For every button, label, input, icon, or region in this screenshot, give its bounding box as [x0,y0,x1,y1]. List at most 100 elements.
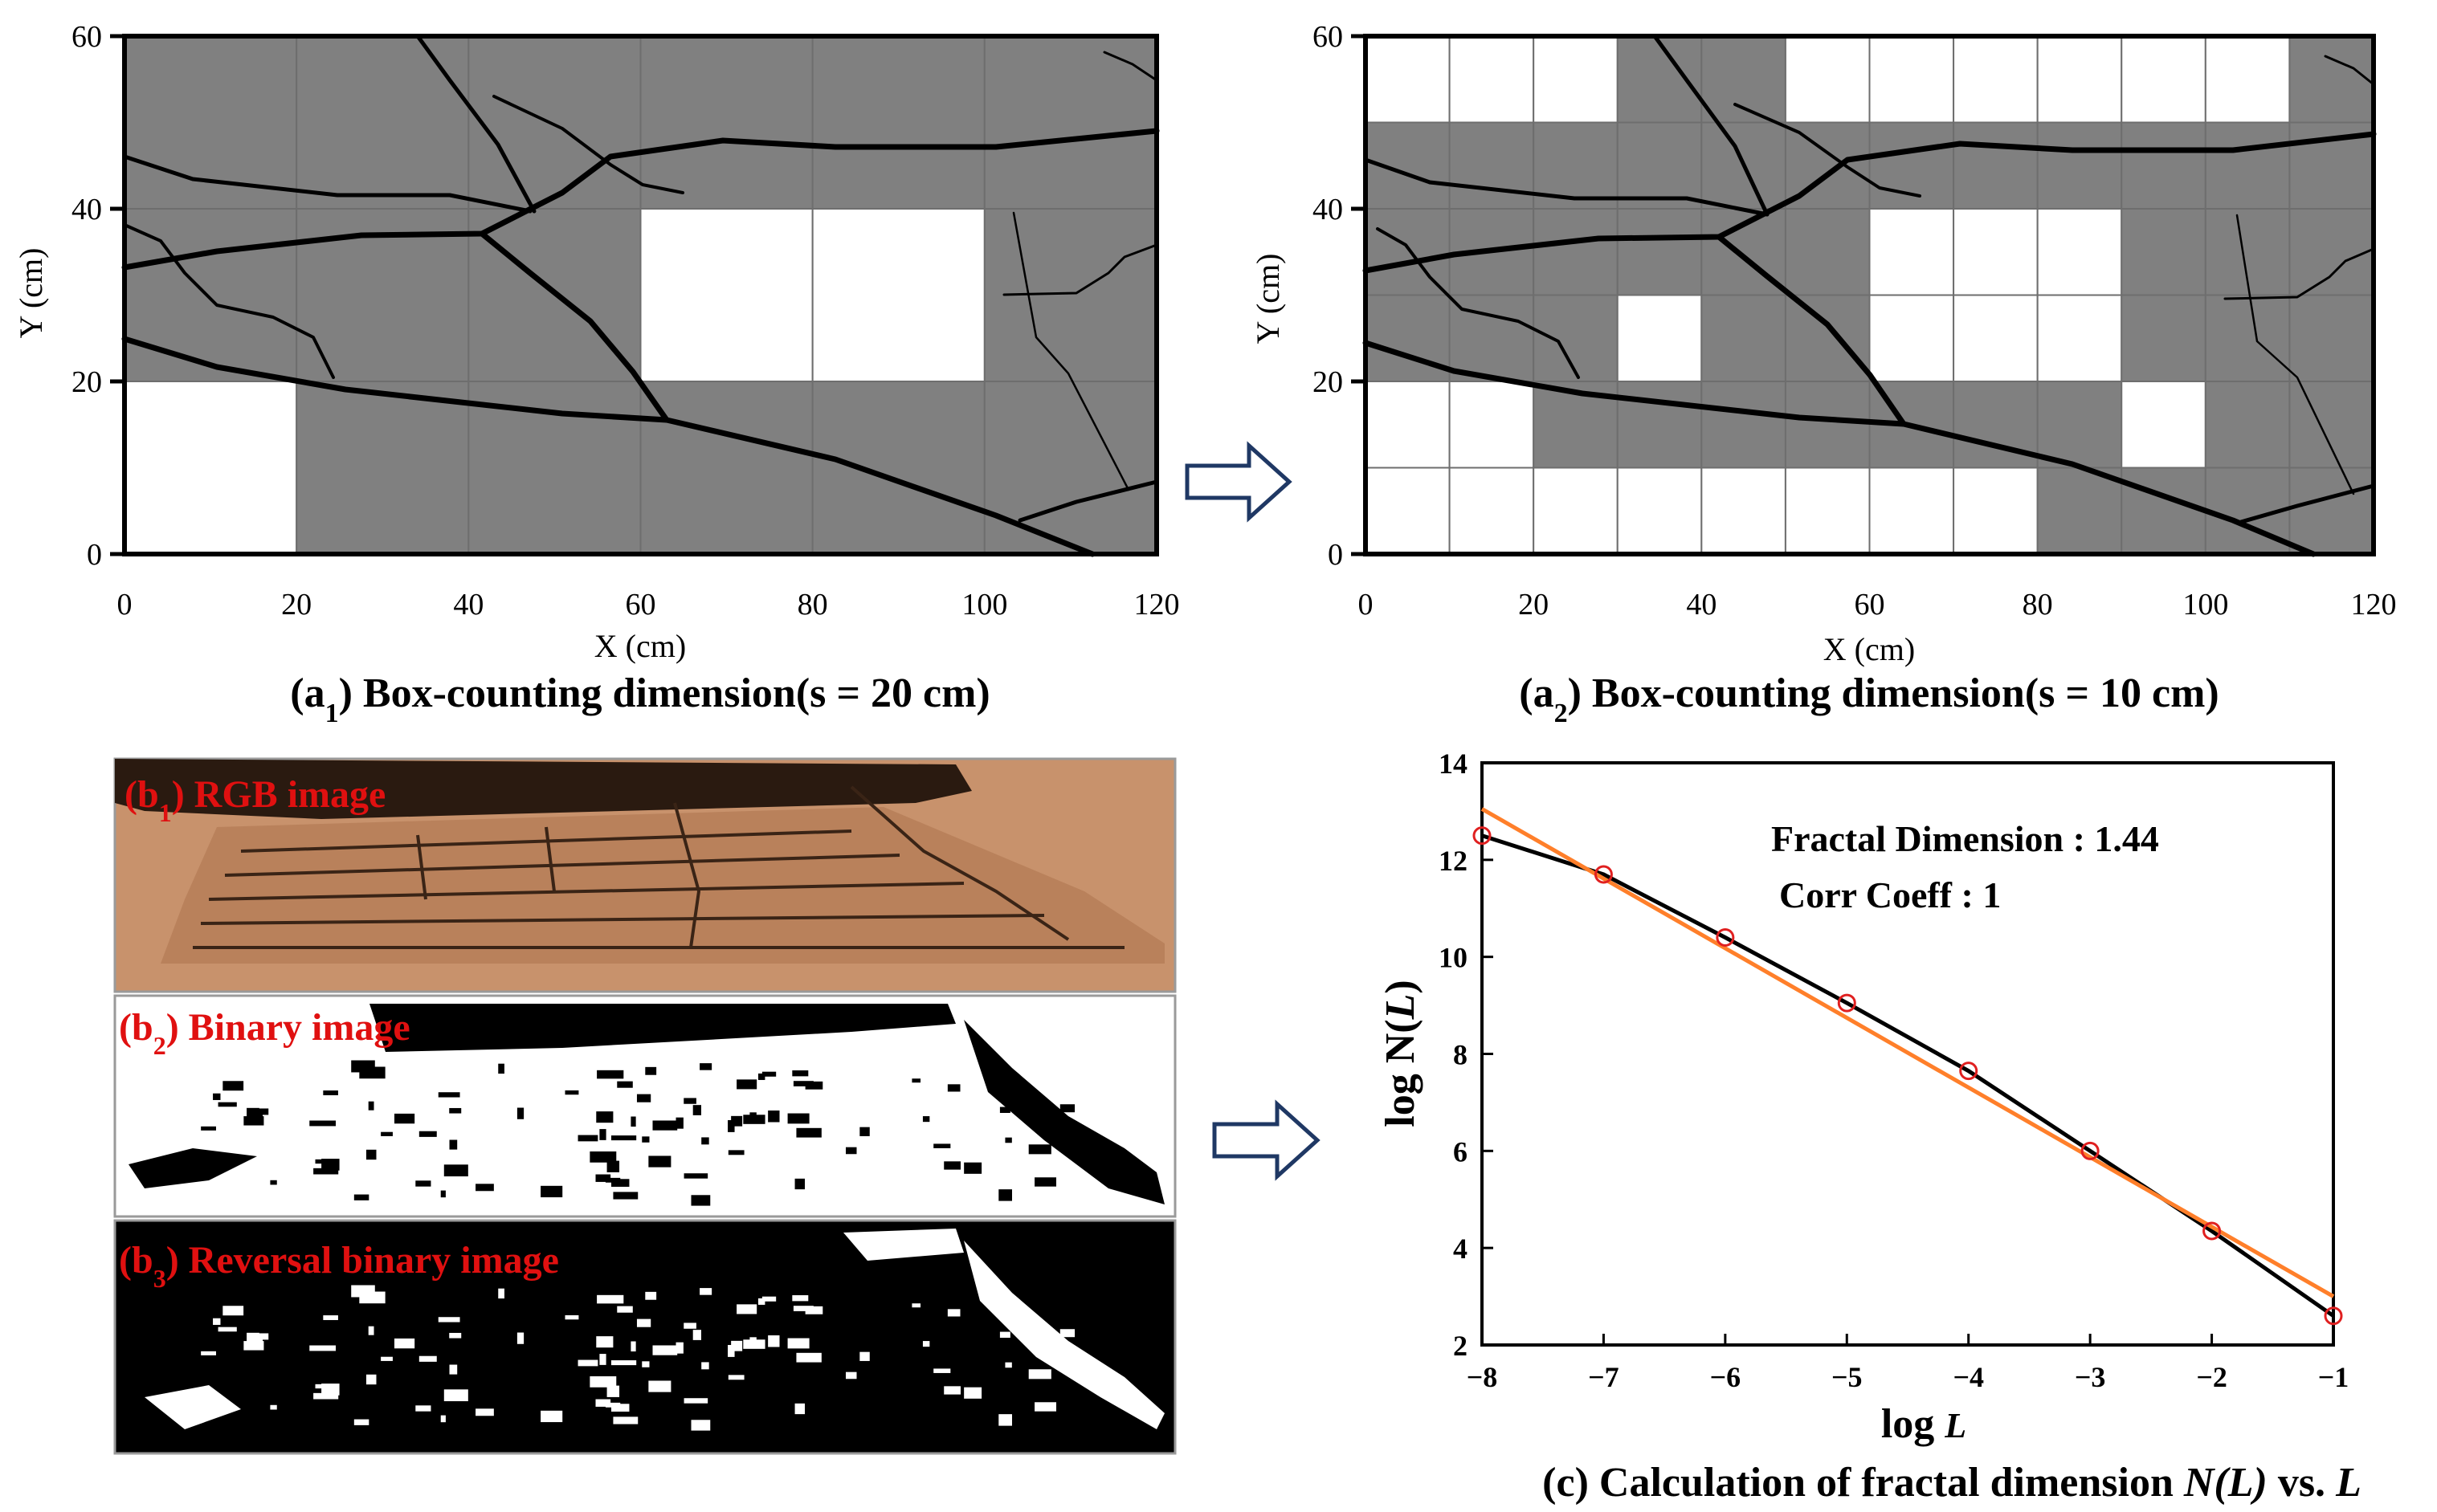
binary-speck [796,1127,822,1138]
binary-speck [1005,1362,1012,1368]
a2-tick-labels: 0 20 40 60 80 100 120 0 20 40 60 [1312,20,2397,622]
chart-ylabel: log N(L) [1378,980,1423,1127]
binary-speck [700,1063,712,1070]
binary-speck [218,1102,237,1107]
series-fit-line [1480,807,2335,1298]
binary-speck [368,1101,374,1111]
binary-speck [728,1344,735,1357]
binary-speck [700,1288,712,1295]
binary-speck [749,1337,757,1343]
a1-plot-frame [122,34,1159,556]
grid-box [2288,467,2375,555]
binary-speck [617,1306,633,1313]
chart-ticks: −8 −7 −6 −5 −4 −3 −2 −1 2 4 6 8 10 12 14 [1439,748,2349,1393]
binary-speck [611,1404,630,1412]
grid-box [2121,208,2206,296]
binary-speck [597,1070,624,1079]
grid-box [639,381,814,555]
binary-speck [381,1356,393,1361]
grid-box [1616,208,1703,296]
binary-speck [415,1405,431,1412]
grid-box [1868,35,1955,124]
y-tick-label: 0 [1328,538,1343,572]
binary-speck [596,1336,614,1348]
b3-reversal-image: (b3) Reversal binary image [113,1219,1177,1455]
binary-speck [684,1398,708,1404]
binary-speck [213,1318,221,1325]
x-tick-label: 100 [2182,588,2228,622]
binary-speck [449,1332,462,1339]
binary-speck [606,1385,620,1397]
grid-box [2288,294,2375,382]
binary-speck [737,1304,757,1314]
binary-speck [728,1119,735,1132]
binary-speck [247,1332,259,1345]
binary-speck [859,1127,870,1136]
grid-box [1448,121,1535,210]
grid-box [1533,35,1619,124]
binary-speck [541,1410,563,1423]
binary-speck [440,1415,446,1423]
y-tick-label: 2 [1453,1330,1468,1362]
grid-box [1700,294,1786,382]
grid-box [811,208,986,382]
y-tick-label: 10 [1439,942,1468,974]
x-tick-label: 20 [281,588,312,622]
binary-speck [313,1168,339,1175]
grid-box [1448,467,1535,555]
grid-box [1784,208,1871,296]
a1-caption: (a1) Box-counting dimension(s = 20 cm) [290,670,990,728]
binary-speck [418,1131,437,1137]
binary-speck [999,1106,1010,1113]
binary-speck [793,1081,814,1086]
binary-speck [476,1408,494,1416]
x-tick-label: −7 [1588,1361,1619,1393]
binary-speck [652,1345,678,1355]
grid-box [1448,381,1535,469]
grid-box [1953,467,2039,555]
binary-speck [438,1317,460,1322]
grid-box [1784,35,1871,124]
binary-speck [1066,1367,1079,1375]
grid-box [2036,467,2123,555]
x-tick-label: −4 [1953,1361,1984,1393]
grid-box [2204,381,2291,469]
data-point [2202,1221,2222,1241]
binary-speck [394,1338,415,1349]
binary-speck [768,1335,780,1347]
a2-ylabel: Y (cm) [1250,254,1286,344]
binary-speck [498,1288,504,1299]
x-tick-label: 40 [453,588,484,622]
binary-speck [794,1178,805,1190]
data-point [1716,928,1735,947]
grid-box [1533,294,1619,382]
binary-speck [998,1189,1012,1201]
x-tick-label: −3 [2075,1361,2106,1393]
grid-box [1365,35,1451,124]
binary-speck [792,1295,809,1302]
x-tick-label: 20 [1518,588,1549,622]
binary-speck [595,1174,611,1182]
a2-cracks [1362,34,2377,557]
grid-box [2288,208,2375,296]
binary-speck [201,1126,216,1131]
binary-speck [222,1306,244,1316]
binary-speck [440,1190,446,1198]
binary-speck [805,1306,823,1314]
binary-speck [321,1384,340,1396]
binary-speck [541,1185,563,1198]
y-tick-label: 14 [1439,748,1468,780]
binary-speck [368,1326,374,1335]
binary-speck [964,1387,982,1399]
grid-box [639,35,814,210]
data-point [1594,865,1613,884]
grid-box [1616,35,1703,124]
grid-box [2036,381,2123,469]
b3-label: (b3) Reversal binary image [119,1239,559,1293]
binary-speck [642,1136,650,1143]
binary-speck [636,1094,651,1102]
binary-speck [565,1090,579,1095]
a1-box-grid [124,35,1158,555]
binary-speck [351,1285,375,1298]
binary-speck [309,1345,337,1351]
